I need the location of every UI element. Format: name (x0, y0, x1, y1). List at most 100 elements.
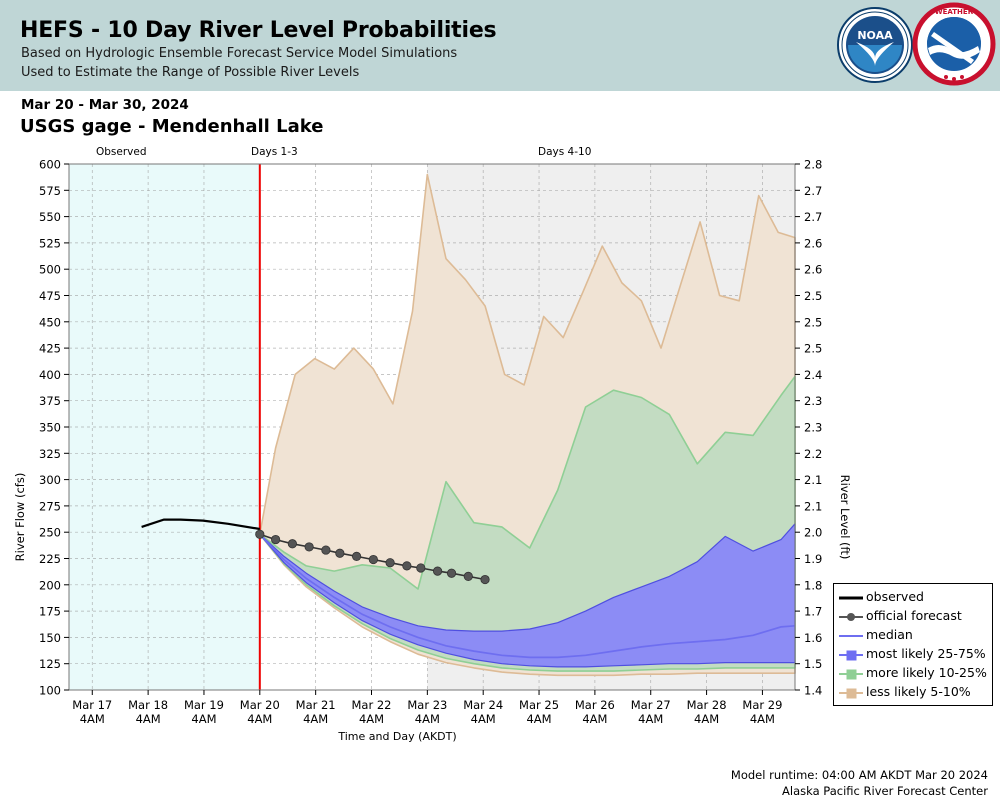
x-tick-label-time: 4AM (415, 712, 440, 726)
y-tick-label-right: 2.6 (804, 236, 822, 250)
official-forecast-marker (287, 539, 297, 549)
y-tick-label-right: 2.7 (804, 210, 822, 224)
page-title: HEFS - 10 Day River Level Probabilities (20, 18, 497, 43)
y-tick-label-left: 350 (39, 421, 61, 435)
x-tick-label-date: Mar 28 (687, 698, 727, 712)
official-forecast-marker (446, 568, 457, 578)
y-tick-label-left: 125 (39, 657, 61, 671)
noaa-logo: NOAA (837, 7, 913, 83)
y-tick-label-right: 1.4 (804, 684, 822, 698)
y-tick-label-right: 2.1 (804, 473, 822, 487)
x-tick-label-date: Mar 29 (742, 698, 782, 712)
legend-item-less-likely-5-10-[interactable]: less likely 5-10% (838, 682, 988, 701)
official-forecast-marker (304, 542, 314, 552)
y-tick-label-left: 450 (39, 315, 61, 329)
x-axis-label: Time and Day (AKDT) (338, 730, 457, 743)
y-tick-label-left: 150 (39, 631, 61, 645)
date-range: Mar 20 - Mar 30, 2024 (21, 97, 189, 113)
header-subtitle-2: Used to Estimate the Range of Possible R… (21, 65, 360, 80)
y-tick-label-left: 250 (39, 526, 61, 540)
y-tick-label-left: 500 (39, 263, 61, 277)
chart-area: Observed Days 1-3 Days 4-10 100 125 150 175… (0, 140, 1000, 760)
y-tick-label-right: 1.5 (804, 657, 822, 671)
river-forecast-plot: 100 125 150 175 200 225 250 275 300 325 350 375 400 4… (39, 158, 822, 727)
legend-swatch-icon (838, 647, 864, 661)
y-tick-label-right: 2.2 (804, 447, 822, 461)
x-tick-label-date: Mar 21 (296, 698, 336, 712)
y-tick-label-right: 2.5 (804, 342, 822, 356)
agency-logos: NOAA WEATHER (836, 2, 996, 88)
official-forecast-marker (271, 534, 281, 545)
zone-label-days-1-3: Days 1-3 (251, 146, 298, 158)
y-tick-label-left: 475 (39, 289, 61, 303)
official-forecast-marker (335, 548, 345, 558)
y-tick-label-left: 275 (39, 499, 61, 513)
legend-item-median[interactable]: median (838, 625, 988, 644)
y-tick-label-right: 2.6 (804, 263, 822, 277)
y-tick-label-left: 575 (39, 184, 61, 198)
nws-logo: WEATHER (912, 2, 996, 86)
y-tick-label-right: 1.8 (804, 578, 822, 592)
official-forecast-marker (480, 574, 490, 585)
y-axis-label-right: River Level (ft) (838, 474, 852, 560)
official-forecast-marker (432, 566, 443, 576)
header-subtitle-1: Based on Hydrologic Ensemble Forecast Se… (21, 46, 458, 61)
legend-item-more-likely-10-25-[interactable]: more likely 10-25% (838, 663, 988, 682)
zone-label-days-4-10: Days 4-10 (538, 146, 592, 158)
legend-item-most-likely-25-75-[interactable]: most likely 25-75% (838, 644, 988, 663)
x-tick-label-time: 4AM (471, 712, 496, 726)
legend-item-observed[interactable]: observed (838, 587, 988, 606)
legend-item-label: official forecast (866, 608, 962, 623)
legend-item-label: observed (866, 589, 924, 604)
y-tick-label-right: 2.4 (804, 368, 822, 382)
x-tick-label-date: Mar 27 (631, 698, 671, 712)
x-tick-label-date: Mar 24 (463, 698, 503, 712)
y-tick-label-right: 2.5 (804, 315, 822, 329)
official-forecast-marker (416, 563, 426, 573)
official-forecast-marker (352, 551, 362, 561)
y-tick-label-left: 600 (39, 158, 61, 172)
x-tick-label-date: Mar 19 (184, 698, 224, 712)
y-tick-label-left: 300 (39, 473, 61, 487)
x-tick-label-time: 4AM (359, 712, 384, 726)
legend-item-official-forecast[interactable]: official forecast (838, 606, 988, 625)
x-tick-label-time: 4AM (191, 712, 216, 726)
x-tick-label-date: Mar 23 (407, 698, 447, 712)
x-tick-label-date: Mar 17 (72, 698, 112, 712)
x-tick-label-date: Mar 22 (352, 698, 392, 712)
y-tick-label-right: 2.3 (804, 394, 822, 408)
svg-text:WEATHER: WEATHER (935, 8, 974, 16)
zone-label-observed: Observed (96, 146, 147, 158)
y-tick-label-left: 400 (39, 368, 61, 382)
legend-swatch-icon (838, 609, 864, 623)
x-tick-label-date: Mar 25 (519, 698, 559, 712)
official-forecast-marker (368, 554, 378, 565)
x-tick-label-time: 4AM (638, 712, 663, 726)
model-runtime: Model runtime: 04:00 AM AKDT Mar 20 2024 (730, 768, 988, 782)
y-tick-label-left: 175 (39, 605, 61, 619)
legend-item-label: median (866, 627, 913, 642)
official-forecast-marker (402, 561, 412, 571)
x-tick-label-time: 4AM (247, 712, 272, 726)
x-tick-label-time: 4AM (80, 712, 105, 726)
y-tick-label-left: 375 (39, 394, 61, 408)
official-forecast-marker (463, 571, 473, 581)
legend-swatch-icon (838, 666, 864, 680)
x-tick-label-time: 4AM (136, 712, 161, 726)
y-tick-label-right: 2.5 (804, 289, 822, 303)
legend-swatch-icon (838, 685, 864, 699)
y-tick-label-left: 325 (39, 447, 61, 461)
y-tick-label-right: 2.7 (804, 184, 822, 198)
legend-item-label: most likely 25-75% (866, 646, 986, 661)
x-tick-label-time: 4AM (582, 712, 607, 726)
legend-item-label: more likely 10-25% (866, 665, 987, 680)
x-tick-label-time: 4AM (526, 712, 551, 726)
median-line (259, 533, 796, 659)
gage-name: USGS gage - Mendenhall Lake (20, 116, 324, 137)
y-tick-label-left: 225 (39, 552, 61, 566)
observed-line (141, 518, 260, 531)
legend-swatch-icon (838, 590, 864, 604)
x-tick-label-date: Mar 20 (240, 698, 280, 712)
x-tick-label-time: 4AM (694, 712, 719, 726)
svg-text:NOAA: NOAA (857, 29, 893, 42)
